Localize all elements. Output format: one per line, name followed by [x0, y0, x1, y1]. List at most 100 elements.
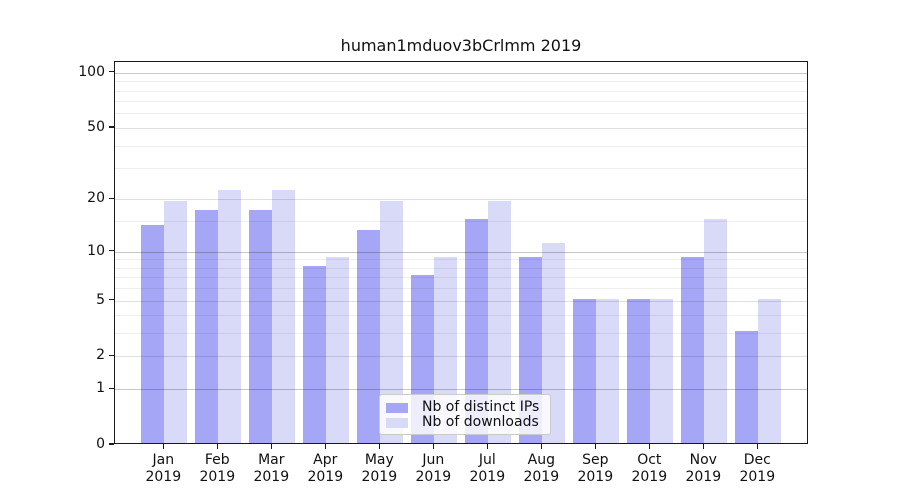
bar-nov-distinct-ips: [681, 257, 705, 443]
year-label: 2019: [361, 469, 398, 485]
bar-oct-downloads: [650, 298, 674, 443]
x-tick-jan: [162, 444, 164, 449]
month-label: Oct: [637, 452, 662, 468]
month-label: Jun: [422, 452, 445, 468]
x-tick-label-jul: Jul 2019: [457, 452, 517, 486]
minor-gridline-9: [115, 259, 807, 261]
x-tick-aug: [540, 444, 542, 449]
month-label: Dec: [743, 452, 771, 468]
minor-gridline-90: [115, 81, 807, 83]
x-tick-may: [378, 444, 380, 449]
chart-title: human1mduov3bCrlmm 2019: [340, 36, 582, 55]
x-tick-jul: [486, 444, 488, 449]
minor-gridline-8: [115, 267, 807, 269]
x-tick-label-may: May 2019: [349, 452, 409, 486]
y-tick-label-20: 20: [87, 190, 105, 207]
minor-gridline-3: [115, 333, 807, 335]
gridline-10: [115, 251, 807, 253]
legend-item-distinct-ips: Nb of distinct IPs: [386, 400, 542, 415]
minor-gridline-4: [115, 315, 807, 317]
bar-feb-downloads: [218, 190, 242, 443]
year-label: 2019: [523, 469, 560, 485]
minor-gridline-15: [115, 221, 807, 223]
year-label: 2019: [199, 469, 236, 485]
minor-gridline-70: [115, 101, 807, 103]
month-label: Sep: [582, 452, 609, 468]
year-label: 2019: [307, 469, 344, 485]
year-label: 2019: [739, 469, 776, 485]
bar-apr-distinct-ips: [303, 265, 327, 443]
bar-may-distinct-ips: [357, 230, 381, 443]
bar-may-downloads: [380, 201, 404, 443]
legend-swatch-distinct-ips: [386, 402, 408, 413]
minor-gridline-6: [115, 288, 807, 290]
x-tick-label-jan: Jan 2019: [133, 452, 193, 486]
month-label: Aug: [527, 452, 555, 468]
legend: Nb of distinct IPs Nb of downloads: [379, 394, 551, 435]
minor-gridline-40: [115, 145, 807, 147]
gridline-50: [115, 127, 807, 129]
legend-swatch-downloads: [386, 417, 408, 428]
y-tick-10: [109, 250, 114, 252]
month-label: Jan: [152, 452, 175, 468]
minor-gridline-80: [115, 90, 807, 92]
bar-mar-distinct-ips: [249, 209, 273, 443]
x-tick-sep: [594, 444, 596, 449]
x-tick-mar: [270, 444, 272, 449]
legend-label-distinct-ips: Nb of distinct IPs: [422, 399, 540, 415]
minor-gridline-7: [115, 277, 807, 279]
bar-dec-distinct-ips: [735, 331, 759, 443]
x-tick-label-sep: Sep 2019: [565, 452, 625, 486]
x-tick-nov: [702, 444, 704, 449]
x-tick-label-oct: Oct 2019: [619, 452, 679, 486]
legend-label-downloads: Nb of downloads: [422, 414, 539, 430]
x-tick-label-nov: Nov 2019: [673, 452, 733, 486]
x-tick-dec: [756, 444, 758, 449]
year-label: 2019: [631, 469, 668, 485]
minor-gridline-60: [115, 113, 807, 115]
y-tick-20: [109, 197, 114, 200]
x-tick-label-dec: Dec 2019: [727, 452, 787, 486]
gridline-100: [115, 72, 807, 74]
year-label: 2019: [469, 469, 506, 485]
x-tick-label-jun: Jun 2019: [403, 452, 463, 486]
y-tick-50: [109, 126, 114, 128]
x-tick-feb: [216, 444, 218, 449]
month-label: Nov: [689, 452, 717, 468]
x-tick-jun: [432, 444, 434, 449]
x-tick-label-aug: Aug 2019: [511, 452, 571, 486]
gridline-1: [115, 389, 807, 391]
year-label: 2019: [145, 469, 182, 485]
y-tick-label-50: 50: [87, 118, 105, 135]
bar-aug-downloads: [542, 242, 566, 443]
year-label: 2019: [253, 469, 290, 485]
y-tick-label-100: 100: [78, 63, 105, 80]
y-tick-5: [109, 298, 114, 301]
legend-item-downloads: Nb of downloads: [386, 415, 542, 430]
bar-sep-downloads: [596, 298, 620, 443]
bar-jan-downloads: [164, 201, 188, 443]
y-tick-label-2: 2: [96, 347, 105, 364]
year-label: 2019: [415, 469, 452, 485]
y-tick-label-10: 10: [87, 242, 105, 259]
bar-mar-downloads: [272, 190, 296, 443]
month-label: May: [364, 452, 394, 468]
x-tick-label-mar: Mar 2019: [241, 452, 301, 486]
bar-dec-downloads: [758, 298, 782, 443]
gridline-2: [115, 356, 807, 358]
gridline-5: [115, 300, 807, 302]
x-tick-label-feb: Feb 2019: [187, 452, 247, 486]
gridline-20: [115, 199, 807, 201]
year-label: 2019: [685, 469, 722, 485]
bar-oct-distinct-ips: [627, 298, 651, 443]
bar-jan-distinct-ips: [141, 224, 165, 443]
y-tick-label-1: 1: [96, 380, 105, 397]
y-tick-1: [109, 387, 114, 389]
month-label: Feb: [204, 452, 230, 468]
y-tick-2: [109, 354, 114, 356]
minor-gridline-30: [115, 168, 807, 170]
x-tick-oct: [648, 444, 650, 449]
month-label: Jul: [478, 452, 496, 468]
bar-jul-downloads: [488, 201, 512, 443]
